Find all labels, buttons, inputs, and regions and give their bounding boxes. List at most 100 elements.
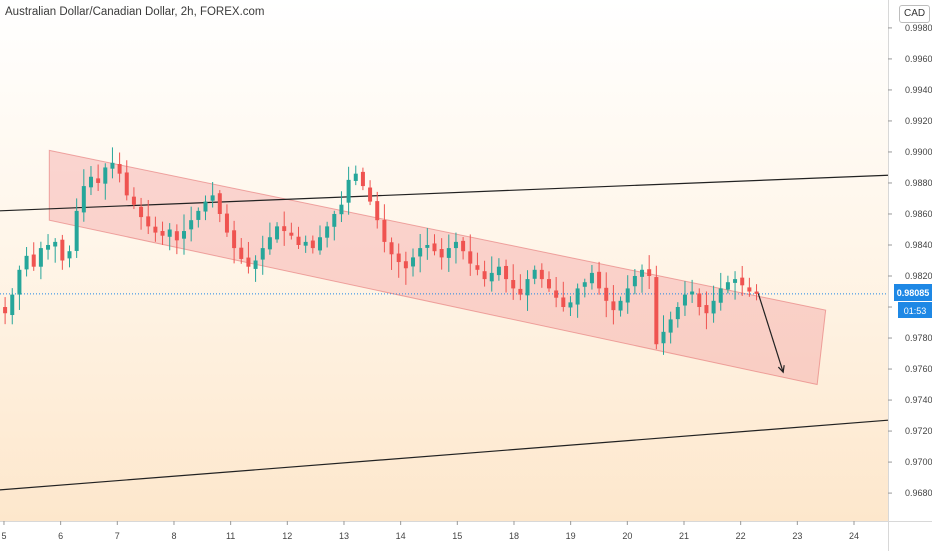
candle-body[interactable] <box>146 216 151 227</box>
candle-body[interactable] <box>690 291 695 295</box>
candle-body[interactable] <box>575 288 580 305</box>
currency-button[interactable]: CAD <box>899 5 931 23</box>
candle-body[interactable] <box>360 171 365 187</box>
candle-body[interactable] <box>439 248 444 258</box>
candle-body[interactable] <box>747 287 752 292</box>
candle-body[interactable] <box>239 247 244 259</box>
candle-body[interactable] <box>604 287 609 301</box>
candle-body[interactable] <box>554 290 559 298</box>
candle-body[interactable] <box>733 279 738 283</box>
candle-body[interactable] <box>718 288 723 303</box>
candle-body[interactable] <box>711 300 716 314</box>
time-axis[interactable] <box>0 521 888 551</box>
lower-trendline[interactable] <box>0 419 889 491</box>
candle-body[interactable] <box>167 229 172 237</box>
candle-body[interactable] <box>217 193 222 214</box>
candle-body[interactable] <box>346 179 351 203</box>
candle-body[interactable] <box>468 251 473 264</box>
candle-body[interactable] <box>303 241 308 246</box>
candle-body[interactable] <box>353 173 358 181</box>
descending-channel[interactable] <box>48 149 827 386</box>
candle-body[interactable] <box>432 243 437 252</box>
candle-body[interactable] <box>317 237 322 251</box>
candle-body[interactable] <box>561 297 566 308</box>
candle-body[interactable] <box>375 201 380 221</box>
candle-body[interactable] <box>267 237 272 250</box>
candle-body[interactable] <box>661 331 666 344</box>
candle-body[interactable] <box>103 167 108 184</box>
candle-body[interactable] <box>518 288 523 295</box>
candle-body[interactable] <box>597 271 602 289</box>
candle-body[interactable] <box>232 230 237 249</box>
candle-body[interactable] <box>53 241 58 247</box>
candle-body[interactable] <box>568 302 573 308</box>
candle-body[interactable] <box>446 248 451 258</box>
candle-body[interactable] <box>640 269 645 277</box>
candle-body[interactable] <box>24 255 29 270</box>
candle-body[interactable] <box>697 293 702 308</box>
candle-body[interactable] <box>725 282 730 290</box>
candle-body[interactable] <box>196 210 201 220</box>
candle-body[interactable] <box>275 226 280 240</box>
candle-body[interactable] <box>461 240 466 252</box>
candle-body[interactable] <box>632 276 637 287</box>
candle-body[interactable] <box>17 269 22 295</box>
candle-body[interactable] <box>668 319 673 333</box>
candle-body[interactable] <box>496 266 501 276</box>
candle-body[interactable] <box>654 277 659 345</box>
candle-body[interactable] <box>253 260 258 269</box>
candle-body[interactable] <box>618 300 623 311</box>
candle-body[interactable] <box>296 236 301 245</box>
candle-body[interactable] <box>153 226 158 233</box>
candle-body[interactable] <box>310 240 315 249</box>
candle-body[interactable] <box>389 242 394 255</box>
candle-body[interactable] <box>182 231 187 239</box>
candle-body[interactable] <box>582 282 587 287</box>
candle-body[interactable] <box>131 196 136 205</box>
candle-body[interactable] <box>67 251 72 259</box>
candle-body[interactable] <box>411 257 416 267</box>
candle-body[interactable] <box>403 261 408 269</box>
candle-body[interactable] <box>611 301 616 311</box>
price-axis[interactable] <box>888 0 932 521</box>
candle-body[interactable] <box>224 213 229 233</box>
candle-body[interactable] <box>60 239 65 261</box>
candle-body[interactable] <box>260 248 265 260</box>
candle-body[interactable] <box>96 178 101 183</box>
candle-body[interactable] <box>504 265 509 280</box>
candle-body[interactable] <box>546 279 551 289</box>
candle-body[interactable] <box>511 280 516 289</box>
candle-body[interactable] <box>475 265 480 270</box>
candle-body[interactable] <box>246 257 251 267</box>
candle-body[interactable] <box>489 272 494 282</box>
candle-body[interactable] <box>325 226 330 238</box>
candle-body[interactable] <box>332 213 337 227</box>
candle-body[interactable] <box>532 269 537 279</box>
candle-body[interactable] <box>282 226 287 232</box>
candle-body[interactable] <box>110 162 115 169</box>
candle-body[interactable] <box>3 307 8 314</box>
candle-body[interactable] <box>482 271 487 280</box>
candle-body[interactable] <box>368 187 373 202</box>
candle-body[interactable] <box>382 219 387 242</box>
candle-body[interactable] <box>160 231 165 236</box>
candle-body[interactable] <box>46 244 51 250</box>
candle-body[interactable] <box>81 186 86 213</box>
candle-body[interactable] <box>88 176 93 188</box>
chart-area[interactable] <box>0 0 888 521</box>
candle-body[interactable] <box>139 206 144 218</box>
candle-body[interactable] <box>453 241 458 249</box>
candle-body[interactable] <box>174 231 179 241</box>
candle-body[interactable] <box>675 307 680 320</box>
candle-body[interactable] <box>682 294 687 306</box>
candle-body[interactable] <box>396 253 401 263</box>
candle-body[interactable] <box>289 232 294 236</box>
candle-body[interactable] <box>525 279 530 296</box>
candle-body[interactable] <box>339 204 344 215</box>
candle-body[interactable] <box>418 248 423 257</box>
candle-body[interactable] <box>31 254 36 267</box>
candle-body[interactable] <box>625 288 630 303</box>
candle-body[interactable] <box>74 210 79 251</box>
candle-body[interactable] <box>189 220 194 230</box>
candle-body[interactable] <box>10 294 15 316</box>
